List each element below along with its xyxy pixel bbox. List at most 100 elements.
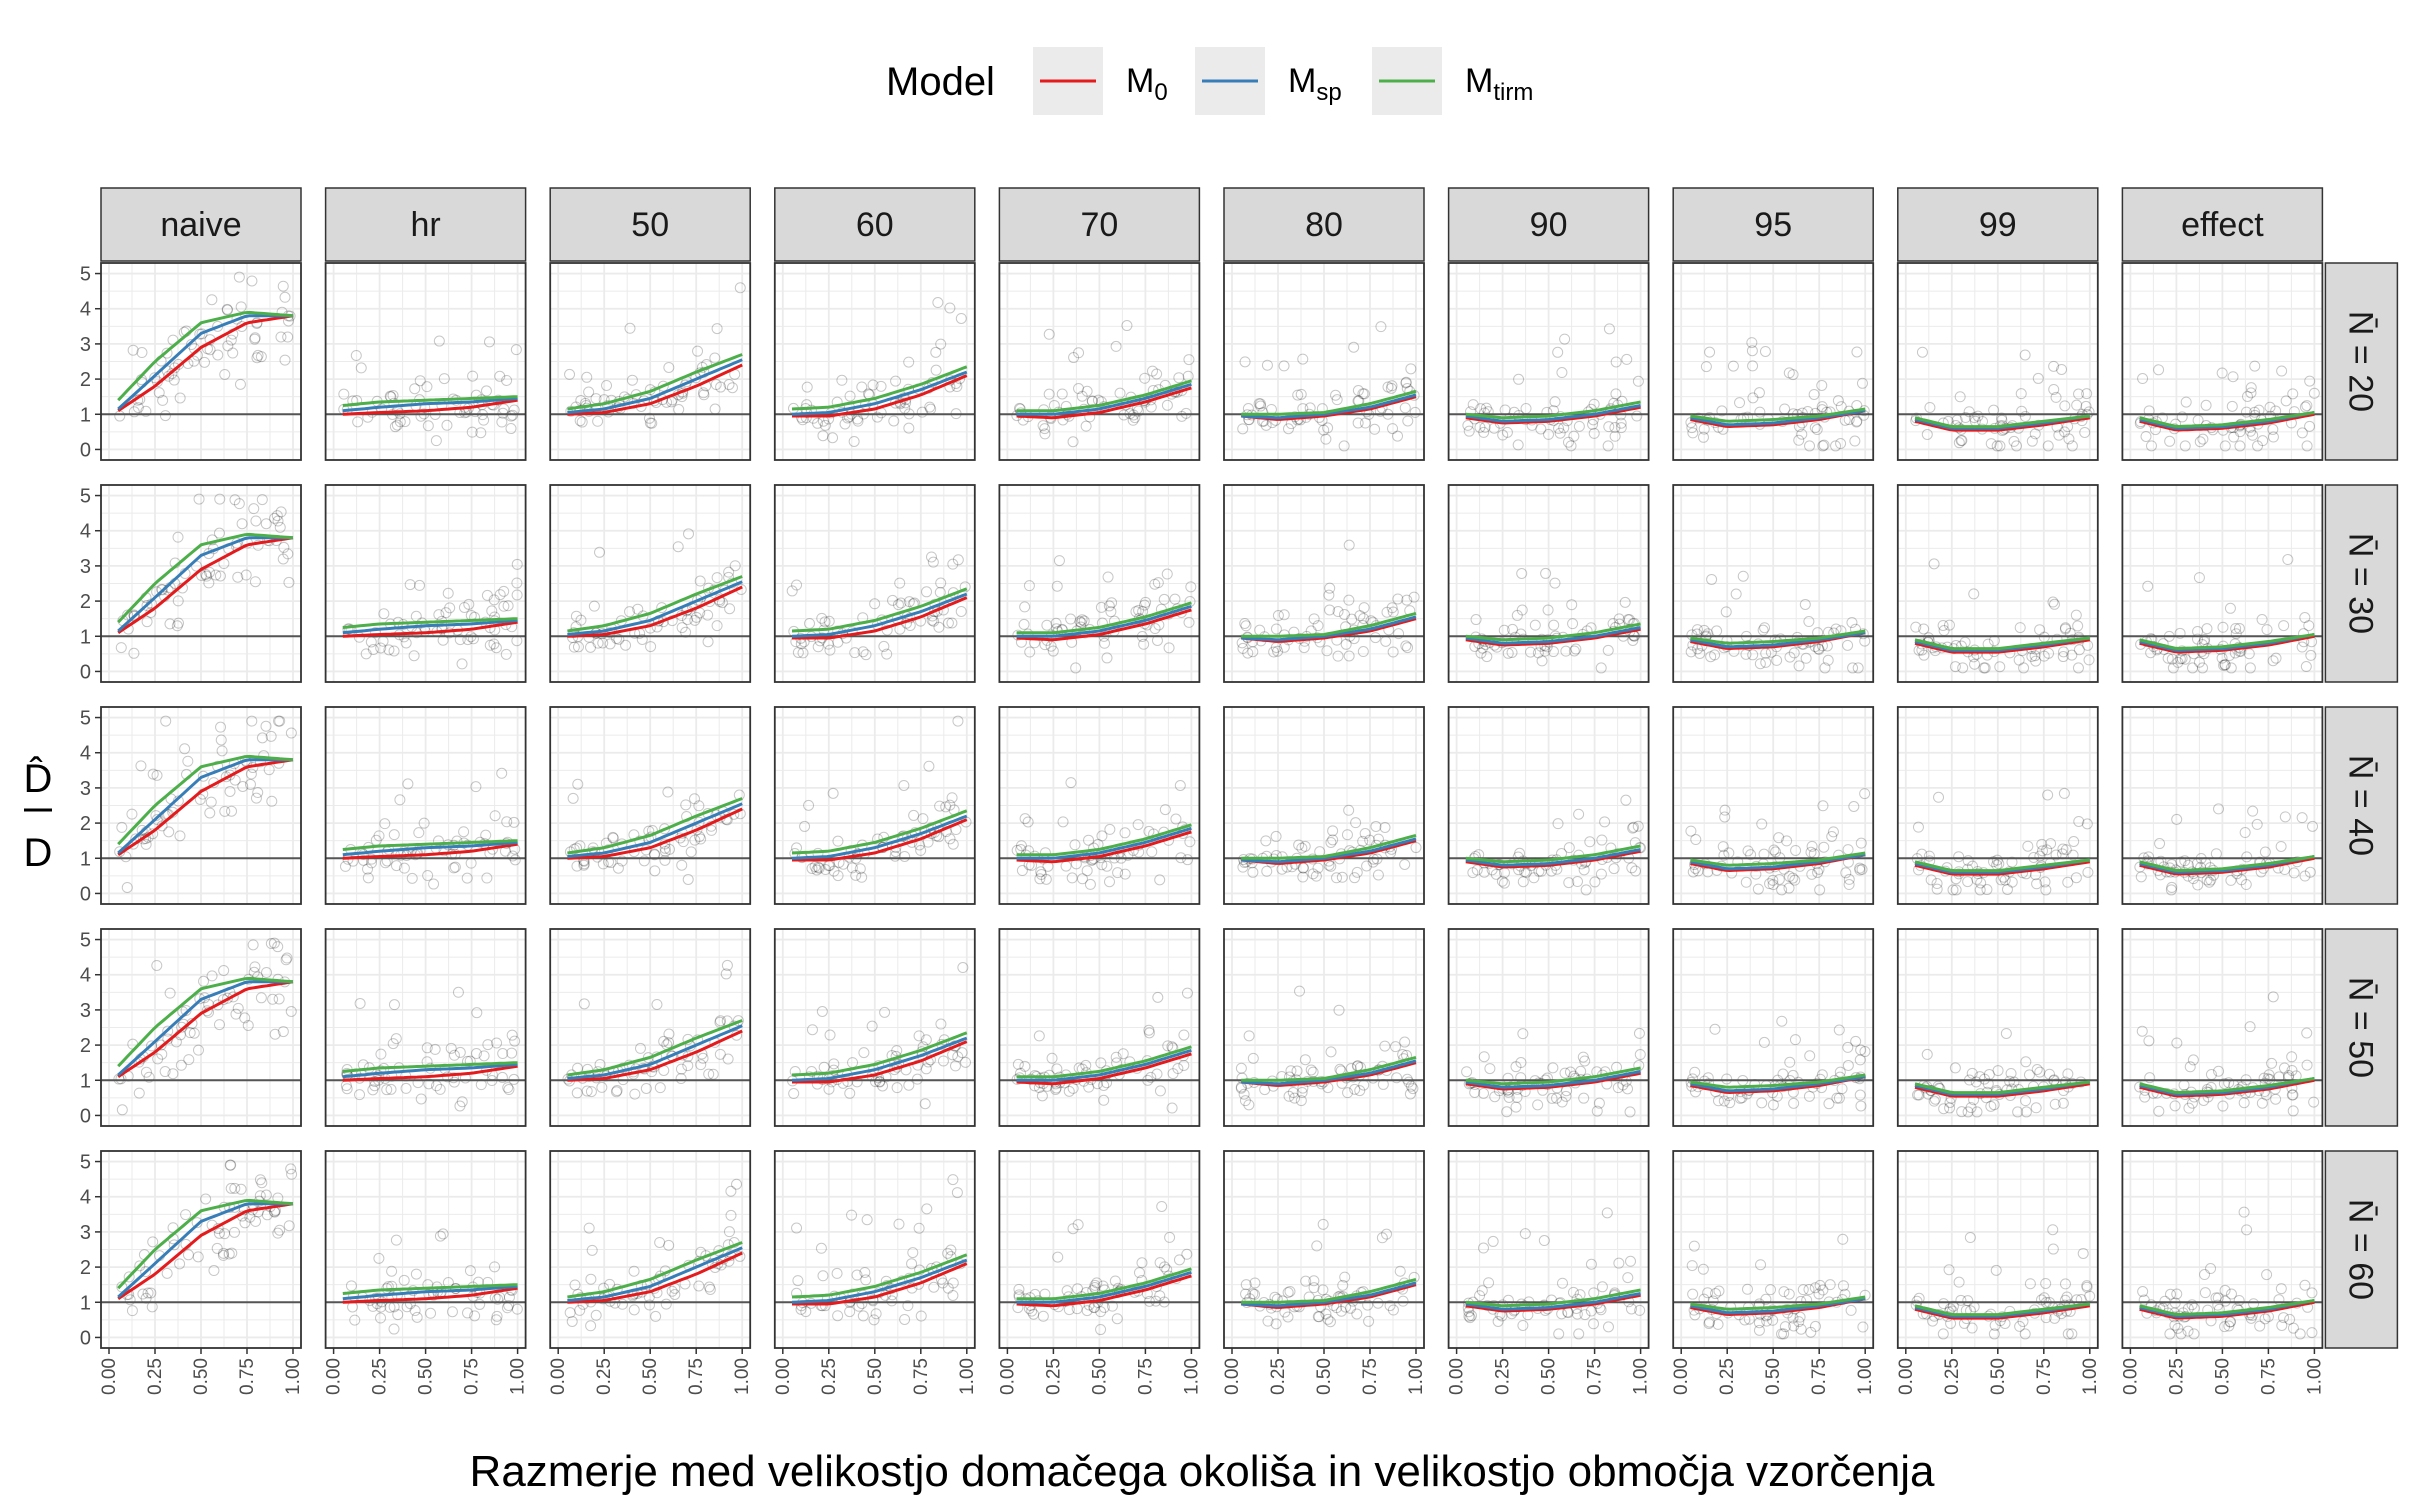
x-tick-label: 0.75: [686, 1358, 707, 1395]
panel: [1449, 707, 1649, 904]
row-strip: N̄ = 20: [2325, 263, 2397, 460]
column-strip: 90: [1449, 188, 1649, 261]
y-tick-label: 2: [80, 1257, 91, 1279]
legend-label-msp: Msp: [1288, 62, 1342, 106]
y-tick-label: 4: [80, 299, 91, 321]
column-strip-label: 99: [1979, 206, 2017, 244]
y-tick-label: 1: [80, 1292, 91, 1314]
x-tick-label: 0.50: [1314, 1358, 1335, 1395]
x-tick-label: 0.00: [773, 1358, 794, 1395]
x-tick-label: 0.50: [416, 1358, 437, 1395]
panel: [775, 485, 975, 682]
panel: [326, 707, 526, 904]
x-tick-label: 0.50: [191, 1358, 212, 1395]
column-strip: 60: [775, 188, 975, 261]
column-strip-label: 90: [1530, 206, 1568, 244]
panel: [550, 263, 750, 460]
y-tick-label: 5: [80, 486, 91, 508]
column-strip: 80: [1224, 188, 1424, 261]
y-tick-label: 2: [80, 813, 91, 835]
x-tick-label: 0.50: [640, 1358, 661, 1395]
y-tick-label: 5: [80, 1152, 91, 1174]
y-tick-label: 3: [80, 1000, 91, 1022]
x-tick-label: 0.00: [1222, 1358, 1243, 1395]
panel: [775, 263, 975, 460]
column-strip-label: hr: [410, 206, 440, 244]
column-strip-label: 95: [1754, 206, 1792, 244]
legend-label-m0: M0: [1126, 62, 1168, 106]
x-tick-label: 1.00: [283, 1358, 304, 1395]
column-strip: 99: [1898, 188, 2098, 261]
x-tick-label: 0.50: [865, 1358, 886, 1395]
column-strip-label: 50: [631, 206, 669, 244]
x-tick-label: 0.75: [1135, 1358, 1156, 1395]
column-strip-label: 60: [856, 206, 894, 244]
panel: [1898, 707, 2098, 904]
y-tick-label: 2: [80, 1035, 91, 1057]
x-tick-label: 1.00: [1631, 1358, 1652, 1395]
column-strip: naive: [101, 188, 301, 261]
y-tick-label: 1: [80, 626, 91, 648]
x-tick-label: 1.00: [1181, 1358, 1202, 1395]
x-tick-label: 0.50: [1539, 1358, 1560, 1395]
y-tick-label: 0: [80, 661, 91, 683]
panel: [1449, 929, 1649, 1126]
panel: [999, 929, 1199, 1126]
panel: [999, 707, 1199, 904]
y-tick-label: 0: [80, 883, 91, 905]
y-tick-label: 0: [80, 439, 91, 461]
y-tick-label: 4: [80, 743, 91, 765]
column-strip: 95: [1673, 188, 1873, 261]
row-strip: N̄ = 60: [2325, 1151, 2397, 1348]
panel: [1224, 263, 1424, 460]
x-tick-label: 0.75: [462, 1358, 483, 1395]
y-tick-label: 3: [80, 778, 91, 800]
row-strip: N̄ = 50: [2325, 929, 2397, 1126]
legend: Model M0 Msp Mtirm: [886, 47, 1533, 115]
column-strip: hr: [326, 188, 526, 261]
y-tick-label: 5: [80, 264, 91, 286]
panel: [999, 485, 1199, 682]
x-tick-label: 0.25: [1717, 1358, 1738, 1395]
panel: [1673, 485, 1873, 682]
legend-title: Model: [886, 60, 995, 104]
column-strip: 50: [550, 188, 750, 261]
y-tick-label: 1: [80, 404, 91, 426]
y-tick-label: 3: [80, 556, 91, 578]
x-tick-label: 0.50: [1763, 1358, 1784, 1395]
x-tick-label: 1.00: [1406, 1358, 1427, 1395]
panel: [1224, 485, 1424, 682]
panel: [550, 707, 750, 904]
y-tick-label: 3: [80, 334, 91, 356]
x-tick-label: 0.00: [997, 1358, 1018, 1395]
panel: [550, 929, 750, 1126]
x-tick-label: 0.25: [1268, 1358, 1289, 1395]
panel: [775, 929, 975, 1126]
panel: [999, 263, 1199, 460]
panel: [1898, 263, 2098, 460]
legend-item-m0: M0: [1033, 47, 1168, 115]
x-tick-label: 0.00: [99, 1358, 120, 1395]
y-tick-label: 0: [80, 1327, 91, 1349]
row-strip: N̄ = 30: [2325, 485, 2397, 682]
y-tick-label: 2: [80, 369, 91, 391]
panel: [550, 485, 750, 682]
x-tick-label: 1.00: [1855, 1358, 1876, 1395]
x-tick-label: 0.25: [819, 1358, 840, 1395]
panel: [1449, 485, 1649, 682]
legend-label-mtirm: Mtirm: [1465, 62, 1533, 106]
x-tick-label: 0.00: [1447, 1358, 1468, 1395]
panel: [2122, 263, 2322, 460]
